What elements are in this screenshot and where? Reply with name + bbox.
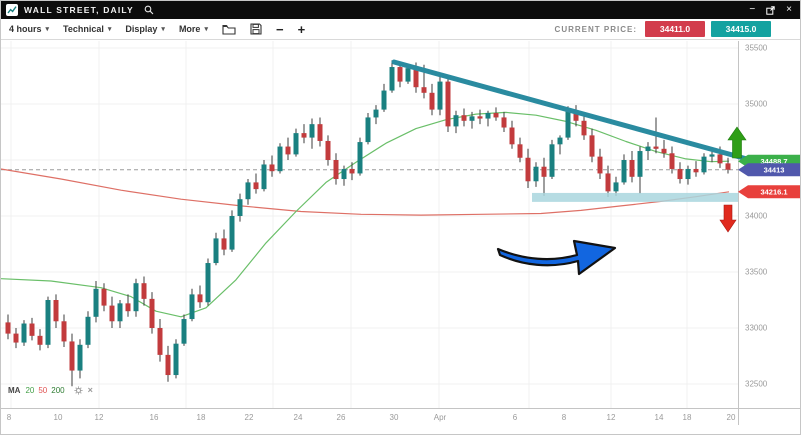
x-axis-tick-label: 18 xyxy=(683,413,692,422)
ma-period-50: 50 xyxy=(38,385,48,395)
x-axis-tick-label: 14 xyxy=(655,413,664,422)
descending-trendline xyxy=(391,59,750,162)
x-axis-tick-label: Apr xyxy=(434,413,447,422)
price-badge-value: 34413 xyxy=(764,166,785,175)
zoom-in-button[interactable]: + xyxy=(297,21,306,37)
breakout-up-arrow xyxy=(727,126,747,159)
chevron-down-icon: ▾ xyxy=(161,26,165,33)
gridlines xyxy=(1,41,738,409)
current-price-panel: CURRENT PRICE: 34411.0 34415.0 xyxy=(555,21,800,37)
open-folder-icon[interactable] xyxy=(222,24,236,35)
x-axis-tick-label: 16 xyxy=(150,413,159,422)
ma-periods: 20 50 200 xyxy=(25,386,68,395)
price-badge-value: 34488.7 xyxy=(760,157,787,166)
window-titlebar: WALL STREET, DAILY − × xyxy=(1,1,800,19)
chart-toolbar: 4 hours ▾ Technical ▾ Display ▾ More ▾ −… xyxy=(1,19,800,40)
close-button[interactable]: × xyxy=(786,4,792,15)
x-axis-tick-label: 30 xyxy=(390,413,399,422)
more-menu[interactable]: More ▾ xyxy=(179,24,208,34)
x-axis-tick-label: 20 xyxy=(727,413,736,422)
y-axis-tick-label: 35500 xyxy=(745,44,768,53)
ma-label: MA xyxy=(8,385,21,395)
sell-price-button[interactable]: 34411.0 xyxy=(645,21,705,37)
zoom-out-button[interactable]: − xyxy=(275,21,284,37)
ma-period-20: 20 xyxy=(25,385,35,395)
chevron-down-icon: ▾ xyxy=(107,26,112,33)
axes: 3550035000345003400033500330003250081012… xyxy=(1,41,800,425)
ma-200-line xyxy=(1,168,730,216)
ma-indicator-legend: MA 20 50 200 × xyxy=(8,385,93,395)
x-axis-tick-label: 8 xyxy=(562,413,567,422)
app-logo-icon xyxy=(6,4,18,16)
minimize-button[interactable]: − xyxy=(749,4,756,15)
instrument-title: WALL STREET, DAILY xyxy=(24,5,134,15)
y-axis-tick-label: 32500 xyxy=(745,380,768,389)
price-badge-tag xyxy=(738,163,800,177)
ma-period-200: 200 xyxy=(51,385,65,395)
chevron-down-icon: ▾ xyxy=(45,26,50,33)
y-axis-tick-label: 34000 xyxy=(745,212,768,221)
timeframe-menu[interactable]: 4 hours ▾ xyxy=(9,24,49,34)
technical-menu[interactable]: Technical ▾ xyxy=(63,24,111,34)
support-zone-rectangle xyxy=(532,192,738,202)
search-icon[interactable] xyxy=(144,5,154,15)
x-axis-tick-label: 18 xyxy=(197,413,206,422)
save-icon[interactable] xyxy=(250,23,262,35)
indicator-remove-icon[interactable]: × xyxy=(87,385,93,395)
display-menu-label: Display xyxy=(125,24,158,34)
x-axis-tick-label: 24 xyxy=(294,413,303,422)
price-badge-tag xyxy=(738,185,800,199)
chevron-down-icon: ▾ xyxy=(204,26,208,33)
x-axis-tick-label: 12 xyxy=(607,413,616,422)
candlestick-layer xyxy=(5,60,731,387)
price-badge-value: 34216.1 xyxy=(760,188,787,197)
popout-icon[interactable] xyxy=(766,5,775,15)
indicator-settings-gear-icon[interactable] xyxy=(74,386,83,395)
technical-menu-label: Technical xyxy=(63,24,104,34)
y-axis-tick-label: 33000 xyxy=(745,324,768,333)
x-axis-tick-label: 10 xyxy=(54,413,63,422)
window-controls: − × xyxy=(749,5,800,15)
y-axis-tick-label: 33500 xyxy=(745,268,768,277)
y-axis-tick-label: 35000 xyxy=(745,100,768,109)
x-axis-tick-label: 12 xyxy=(95,413,104,422)
x-axis-tick-label: 22 xyxy=(245,413,254,422)
annotations-layer xyxy=(391,59,750,276)
more-menu-label: More xyxy=(178,24,201,34)
flow-direction-arrow xyxy=(496,239,617,276)
timeframe-menu-label: 4 hours xyxy=(9,24,42,34)
current-price-label: CURRENT PRICE: xyxy=(554,24,637,34)
buy-price-button[interactable]: 34415.0 xyxy=(711,21,771,37)
ma-50-line xyxy=(1,111,730,318)
breakdown-down-arrow xyxy=(719,204,737,233)
display-menu[interactable]: Display ▾ xyxy=(125,24,165,34)
x-axis-tick-label: 8 xyxy=(7,413,12,422)
x-axis-tick-label: 26 xyxy=(337,413,346,422)
x-axis-tick-label: 6 xyxy=(513,413,518,422)
